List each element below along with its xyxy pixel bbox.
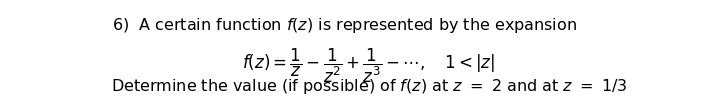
Text: Determine the value (if possible) of $f(z)$ at $z \ = \ 2$ and at $z \ = \ 1/3$: Determine the value (if possible) of $f(… <box>111 77 627 96</box>
Text: $f(z) = \dfrac{1}{z} - \dfrac{1}{z^2} + \dfrac{1}{z^3} - \cdots, \quad 1 < |z|$: $f(z) = \dfrac{1}{z} - \dfrac{1}{z^2} + … <box>243 47 495 85</box>
Text: 6)  A certain function $f(z)$ is represented by the expansion: 6) A certain function $f(z)$ is represen… <box>112 16 577 35</box>
